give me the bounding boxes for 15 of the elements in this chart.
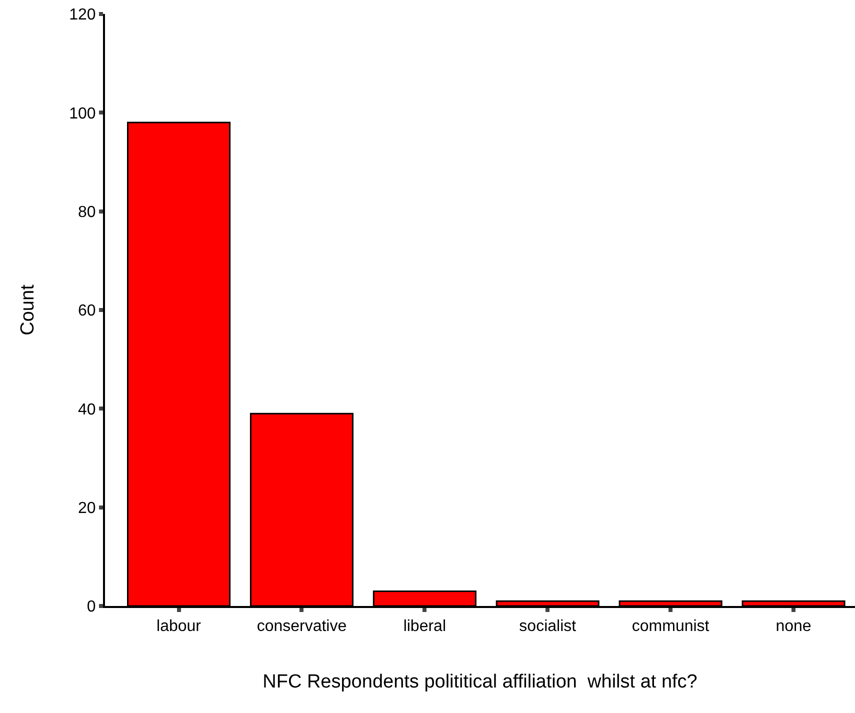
x-tick-label: communist	[632, 618, 710, 636]
y-tick-label: 40	[78, 401, 96, 418]
y-tick-label: 80	[78, 204, 96, 221]
y-tick-label: 20	[78, 500, 96, 517]
x-tick-label: socialist	[519, 618, 577, 636]
x-tick-label: none	[776, 618, 812, 636]
y-tick-label: 120	[69, 6, 96, 24]
x-axis-title: NFC Respondents polititical affiliation whilst at nfc?	[262, 672, 698, 692]
y-tick-label: 60	[78, 302, 96, 320]
x-tick-label: labour	[156, 618, 202, 636]
y-axis-title: Count	[17, 284, 38, 336]
y-tick-label: 100	[69, 105, 96, 122]
y-tick-label: 0	[86, 598, 96, 616]
x-tick-label: conservative	[256, 618, 347, 636]
x-tick-label: liberal	[403, 618, 446, 636]
